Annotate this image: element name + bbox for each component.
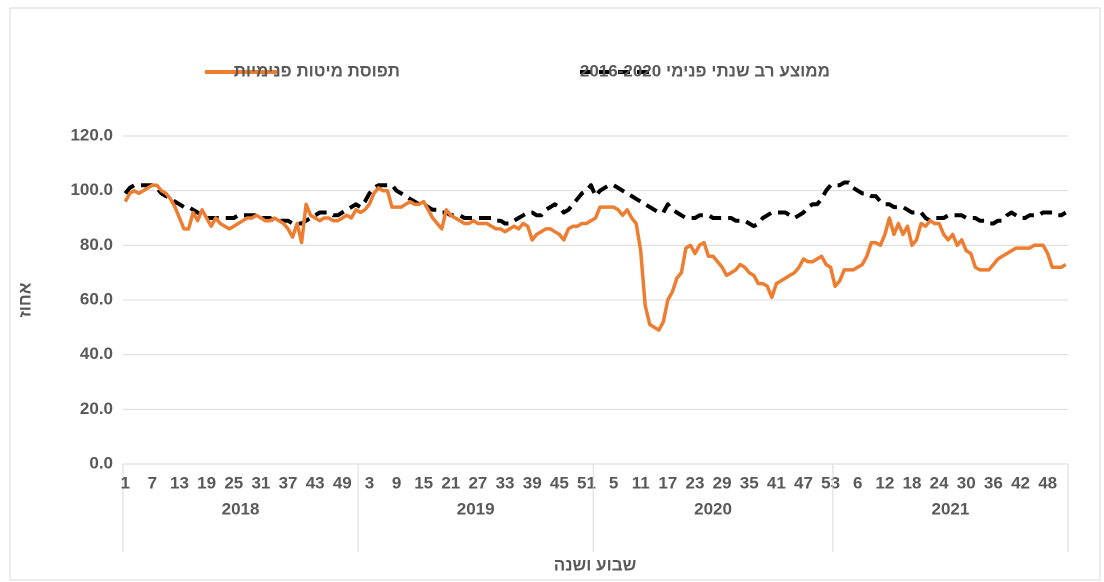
x-tick-label: 6 <box>853 473 862 492</box>
x-tick-label: 39 <box>523 473 542 492</box>
legend-label: ממוצע רב שנתי פנימי 2016-2020 <box>580 61 830 80</box>
x-tick-label: 11 <box>632 473 650 492</box>
x-tick-label: 27 <box>468 473 487 492</box>
chart-border <box>9 7 1101 581</box>
x-tick-label: 19 <box>197 473 216 492</box>
x-tick-label: 15 <box>414 473 433 492</box>
x-axis-title: שבוע ושנה <box>554 555 637 574</box>
x-tick-label: 48 <box>1038 473 1057 492</box>
x-tick-label: 13 <box>170 473 189 492</box>
x-tick-label: 12 <box>875 473 894 492</box>
x-tick-label: 35 <box>740 473 759 492</box>
y-tick-label: 20.0 <box>80 399 113 418</box>
x-tick-label: 43 <box>306 473 325 492</box>
x-tick-label: 17 <box>658 473 677 492</box>
x-tick-label: 30 <box>957 473 976 492</box>
x-tick-label: 23 <box>686 473 705 492</box>
x-tick-label: 18 <box>903 473 922 492</box>
x-tick-label: 45 <box>550 473 569 492</box>
x-tick-label: 24 <box>930 473 949 492</box>
y-tick-label: 80.0 <box>80 235 113 254</box>
x-tick-label: 41 <box>767 473 786 492</box>
x-group-label: 2020 <box>694 499 732 518</box>
x-tick-label: 25 <box>224 473 243 492</box>
x-group-label: 2018 <box>222 499 260 518</box>
x-tick-label: 47 <box>794 473 813 492</box>
x-tick-label: 42 <box>1011 473 1030 492</box>
x-tick-label: 33 <box>496 473 515 492</box>
y-tick-label: 100.0 <box>70 180 113 199</box>
x-tick-label: 53 <box>821 473 840 492</box>
x-tick-label: 9 <box>392 473 401 492</box>
x-group-label: 2021 <box>932 499 970 518</box>
x-tick-label: 21 <box>441 473 460 492</box>
y-tick-label: 60.0 <box>80 289 113 308</box>
y-tick-label: 0.0 <box>89 453 113 472</box>
x-tick-label: 31 <box>251 473 270 492</box>
legend-label: תפוסת מיטות פנימיות <box>234 61 400 80</box>
x-tick-label: 37 <box>279 473 298 492</box>
x-group-label: 2019 <box>457 499 495 518</box>
x-tick-label: 51 <box>577 473 596 492</box>
x-tick-label: 29 <box>713 473 732 492</box>
series-line <box>123 183 1067 332</box>
x-tick-label: 36 <box>984 473 1003 492</box>
x-tick-label: 7 <box>148 473 157 492</box>
x-tick-label: 5 <box>609 473 618 492</box>
y-axis-title: אחוז <box>15 282 34 317</box>
x-tick-label: 49 <box>333 473 352 492</box>
x-tick-label: 3 <box>365 473 374 492</box>
y-tick-label: 120.0 <box>70 125 113 144</box>
y-tick-label: 40.0 <box>80 344 113 363</box>
x-tick-label: 1 <box>121 473 130 492</box>
